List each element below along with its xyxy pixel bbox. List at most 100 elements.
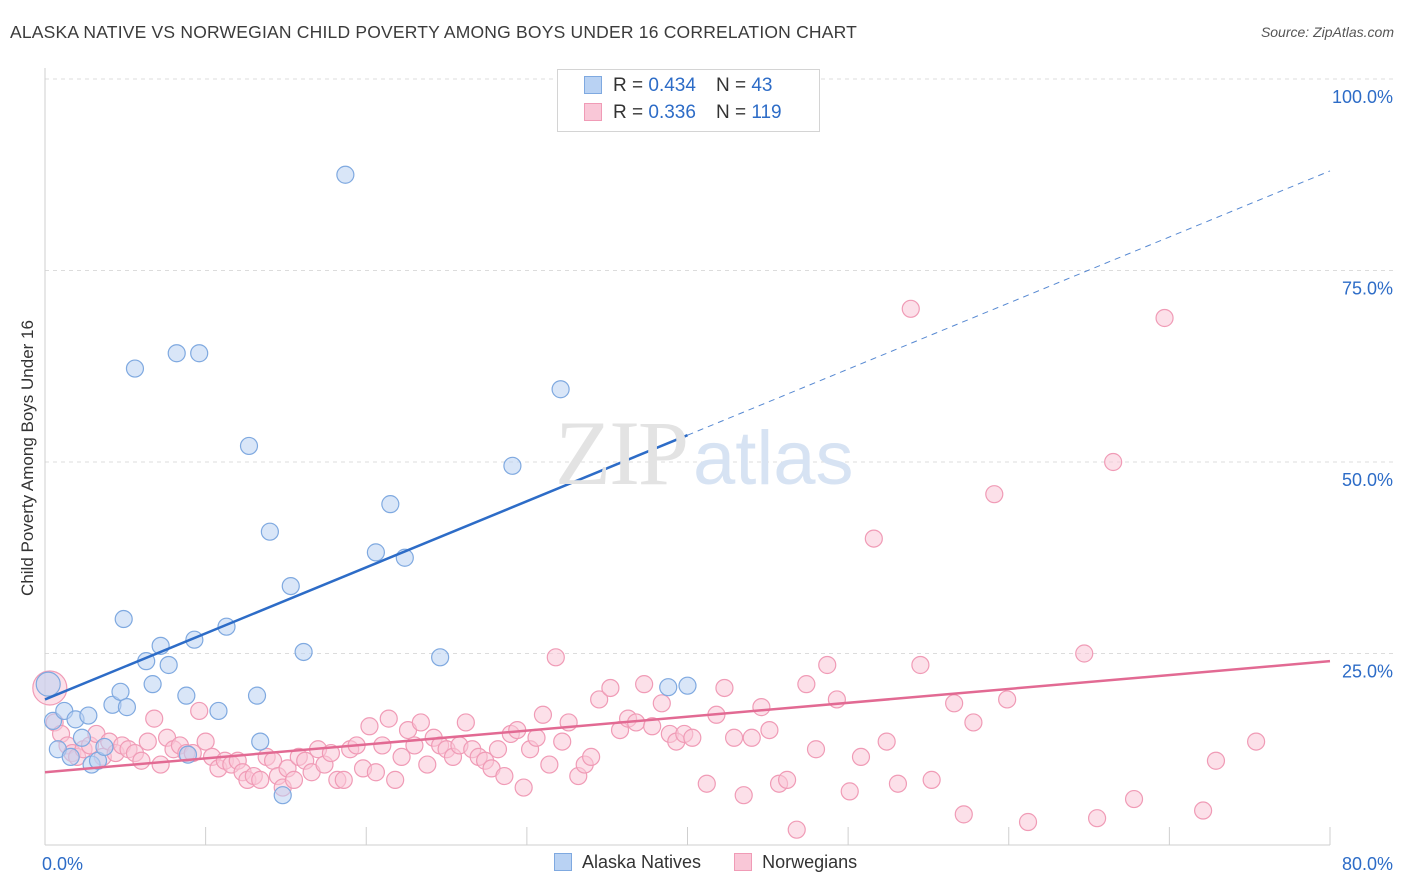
x-tick-label: 0.0% — [42, 854, 83, 874]
legend-swatch-norwegians — [584, 103, 602, 121]
trendline-alaska-natives-projection — [687, 170, 1331, 436]
legend-r-value: 0.434 — [648, 75, 696, 96]
point-norwegians — [742, 728, 761, 747]
x-tick-label: 80.0% — [1342, 854, 1393, 874]
point-norwegians — [1018, 812, 1038, 832]
point-alaska-natives — [61, 747, 80, 767]
point-norwegians — [840, 782, 859, 801]
point-norwegians — [752, 698, 771, 717]
point-norwegians — [806, 740, 826, 759]
watermark-zip: ZIP — [555, 402, 689, 504]
point-alaska-natives — [95, 737, 114, 757]
point-norwegians — [911, 655, 930, 675]
point-alaska-natives — [117, 698, 137, 717]
y-tick-label: 75.0% — [1342, 279, 1393, 299]
legend-r-label: R = — [613, 102, 644, 123]
point-norwegians — [643, 717, 662, 736]
point-alaska-natives — [381, 495, 400, 514]
point-alaska-natives — [111, 682, 130, 701]
legend-n-label: N = — [715, 102, 747, 123]
legend-r-value: 0.336 — [648, 102, 696, 123]
point-norwegians — [386, 770, 405, 789]
point-alaska-natives — [551, 380, 570, 399]
point-norwegians — [334, 770, 353, 789]
point-norwegians — [864, 529, 883, 548]
point-alaska-natives — [431, 648, 450, 667]
series-legend: Alaska Natives Norwegians — [554, 852, 885, 873]
point-norwegians — [546, 648, 565, 667]
point-alaska-natives — [35, 671, 61, 697]
point-norwegians — [540, 755, 559, 774]
y-tick-label: 25.0% — [1342, 662, 1393, 682]
point-norwegians — [777, 770, 797, 789]
point-norwegians — [715, 678, 734, 698]
point-norwegians — [1104, 452, 1123, 472]
point-norwegians — [527, 728, 546, 747]
point-norwegians — [553, 732, 572, 751]
point-norwegians — [652, 694, 671, 713]
point-alaska-natives — [336, 165, 355, 184]
trendline-alaska-natives — [44, 434, 688, 701]
point-alaska-natives — [294, 642, 313, 662]
point-alaska-natives — [159, 655, 178, 675]
point-norwegians — [1247, 732, 1266, 751]
point-alaska-natives — [273, 786, 292, 805]
point-norwegians — [901, 299, 920, 318]
point-norwegians — [683, 728, 702, 747]
point-norwegians — [379, 709, 398, 728]
point-alaska-natives — [167, 344, 186, 363]
point-norwegians — [533, 705, 553, 724]
point-alaska-natives — [251, 732, 270, 751]
point-norwegians — [851, 747, 871, 767]
point-alaska-natives — [79, 706, 98, 725]
point-alaska-natives — [72, 728, 92, 747]
y-tick-label: 50.0% — [1342, 470, 1393, 490]
point-norwegians — [190, 701, 209, 721]
point-norwegians — [284, 770, 304, 789]
legend-row-alaska-natives: R = 0.434 N = 43 — [584, 75, 772, 99]
legend-n-label: N = — [715, 75, 747, 96]
point-norwegians — [132, 751, 151, 770]
point-norwegians — [138, 732, 157, 751]
point-norwegians — [724, 728, 744, 747]
chart-title: ALASKA NATIVE VS NORWEGIAN CHILD POVERTY… — [10, 22, 858, 42]
point-norwegians — [964, 713, 983, 732]
point-norwegians — [1206, 751, 1226, 770]
point-norwegians — [635, 675, 654, 694]
point-norwegians — [145, 709, 164, 728]
point-norwegians — [373, 736, 392, 755]
point-norwegians — [366, 763, 385, 782]
point-alaska-natives — [659, 678, 678, 697]
legend-n-value: 119 — [751, 102, 782, 123]
point-alaska-natives — [143, 675, 162, 694]
y-axis-label: Child Poverty Among Boys Under 16 — [18, 320, 37, 596]
point-norwegians — [456, 713, 475, 732]
point-norwegians — [787, 820, 806, 839]
point-norwegians — [590, 690, 609, 709]
point-alaska-natives — [678, 676, 697, 695]
watermark: ZIPatlas — [555, 400, 854, 506]
point-norwegians — [954, 805, 973, 824]
legend-swatch-alaska-natives — [584, 76, 602, 94]
point-alaska-natives — [209, 701, 228, 721]
point-norwegians — [760, 720, 779, 740]
point-norwegians — [945, 694, 964, 713]
trendline-norwegians — [44, 659, 1331, 774]
point-norwegians — [922, 770, 941, 789]
series-legend-norwegians: Norwegians — [734, 852, 857, 873]
point-alaska-natives — [239, 436, 259, 456]
point-norwegians — [488, 740, 508, 759]
correlation-legend: R = 0.434 N = 43 R = 0.336 N = 119 — [557, 69, 820, 132]
point-norwegians — [196, 732, 215, 751]
point-norwegians — [1155, 308, 1174, 328]
legend-r-label: R = — [613, 75, 644, 96]
series-name-norwegians: Norwegians — [762, 852, 858, 872]
point-norwegians — [888, 774, 908, 793]
point-alaska-natives — [247, 686, 267, 705]
point-norwegians — [998, 690, 1017, 709]
y-tick-label: 100.0% — [1332, 87, 1393, 107]
point-alaska-natives — [177, 686, 196, 705]
point-norwegians — [797, 675, 816, 694]
point-alaska-natives — [114, 609, 133, 629]
